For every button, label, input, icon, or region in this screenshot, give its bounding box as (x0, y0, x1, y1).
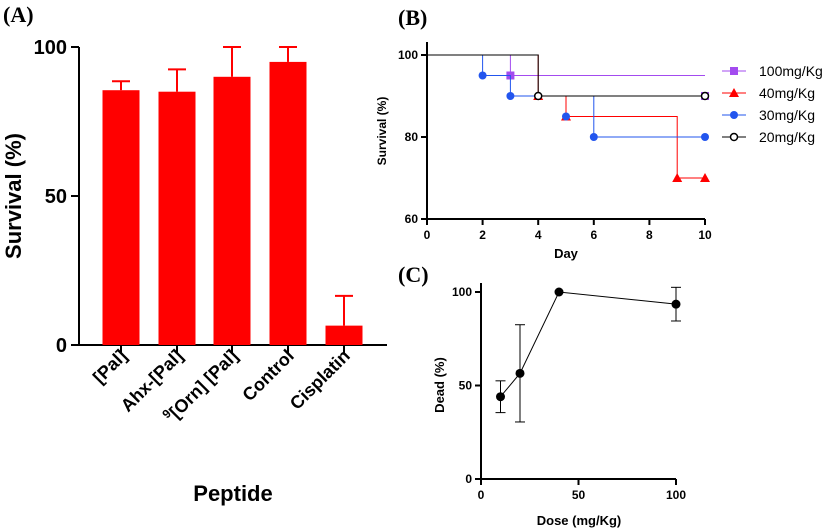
bar (325, 325, 363, 345)
y-tick-label: 50 (459, 379, 473, 393)
y-tick-label: 100 (398, 48, 418, 62)
series-line (427, 54, 705, 76)
x-tick-label: 50 (572, 488, 586, 502)
y-axis-title: Survival (%) (375, 97, 389, 166)
series-line (427, 54, 705, 138)
step-chart-survival-by-day: 60 80 100 0 2 4 6 8 10 100mg/Kg 40mg/Kg 30mg/Kg 20mg… (375, 42, 823, 261)
y-tick-label: 0 (56, 335, 67, 357)
x-axis-title: Peptide (193, 481, 272, 506)
data-point (496, 392, 505, 402)
legend-marker (729, 88, 739, 97)
legend-marker (730, 111, 738, 119)
series-marker (562, 112, 570, 121)
x-tick-label: 0 (478, 488, 485, 502)
y-tick-label: 100 (452, 285, 472, 299)
data-point (515, 368, 525, 378)
series-marker (589, 133, 598, 141)
y-axis-title: Survival (%) (1, 133, 26, 259)
series-100mg-kg (427, 54, 709, 100)
y-tick-label: 0 (465, 472, 472, 486)
series-marker (533, 91, 543, 101)
x-tick-label: 0 (424, 228, 431, 242)
y-tick-label: 60 (405, 212, 419, 226)
panel-c-label: (C) (398, 262, 429, 287)
legend-label: 100mg/Kg (759, 63, 823, 79)
bar (269, 61, 307, 346)
series-line (427, 54, 705, 97)
x-axis-title: Day (554, 246, 579, 261)
x-tick-label: 4 (535, 228, 542, 242)
series-30mg-kg (427, 54, 709, 141)
series-marker (700, 91, 710, 101)
y-tick-label: 50 (45, 186, 67, 208)
series-marker (700, 173, 710, 182)
x-axis-title: Dose (mg/Kg) (537, 513, 622, 528)
x-tick-label: 6 (590, 228, 597, 242)
x-tick-label: 2 (479, 228, 486, 242)
panel-b-label: (B) (398, 5, 427, 30)
x-tick-label: 100 (666, 488, 686, 502)
y-tick-label: 100 (34, 37, 67, 59)
bar (213, 76, 251, 346)
x-tick-label: [Pal] (89, 346, 131, 388)
series-20mg-kg (427, 54, 710, 101)
legend-label: 40mg/Kg (759, 85, 815, 101)
connecting-line (500, 291, 677, 398)
bar (102, 90, 140, 346)
legend-label: 30mg/Kg (759, 107, 815, 123)
x-tick-label: 8 (646, 228, 653, 242)
series-marker (478, 71, 487, 80)
x-tick-label: Cisplatin (286, 346, 354, 414)
panel-a-label: (A) (3, 2, 34, 27)
legend-marker (730, 67, 738, 75)
data-point (671, 299, 681, 309)
scatter-chart-dead-by-dose: 0 50 100 0 50 100 Dead (%) Dose (mg/Kg) (432, 283, 686, 528)
y-tick-label: 80 (405, 130, 419, 144)
legend-marker (729, 132, 739, 142)
series-marker (672, 173, 683, 182)
data-point (554, 287, 564, 297)
x-tick-label: 10 (698, 228, 712, 242)
series-marker (506, 92, 515, 100)
bar (158, 91, 196, 345)
series-marker (701, 133, 709, 141)
y-axis-title: Dead (%) (432, 357, 447, 413)
legend-label: 20mg/Kg (759, 129, 815, 145)
